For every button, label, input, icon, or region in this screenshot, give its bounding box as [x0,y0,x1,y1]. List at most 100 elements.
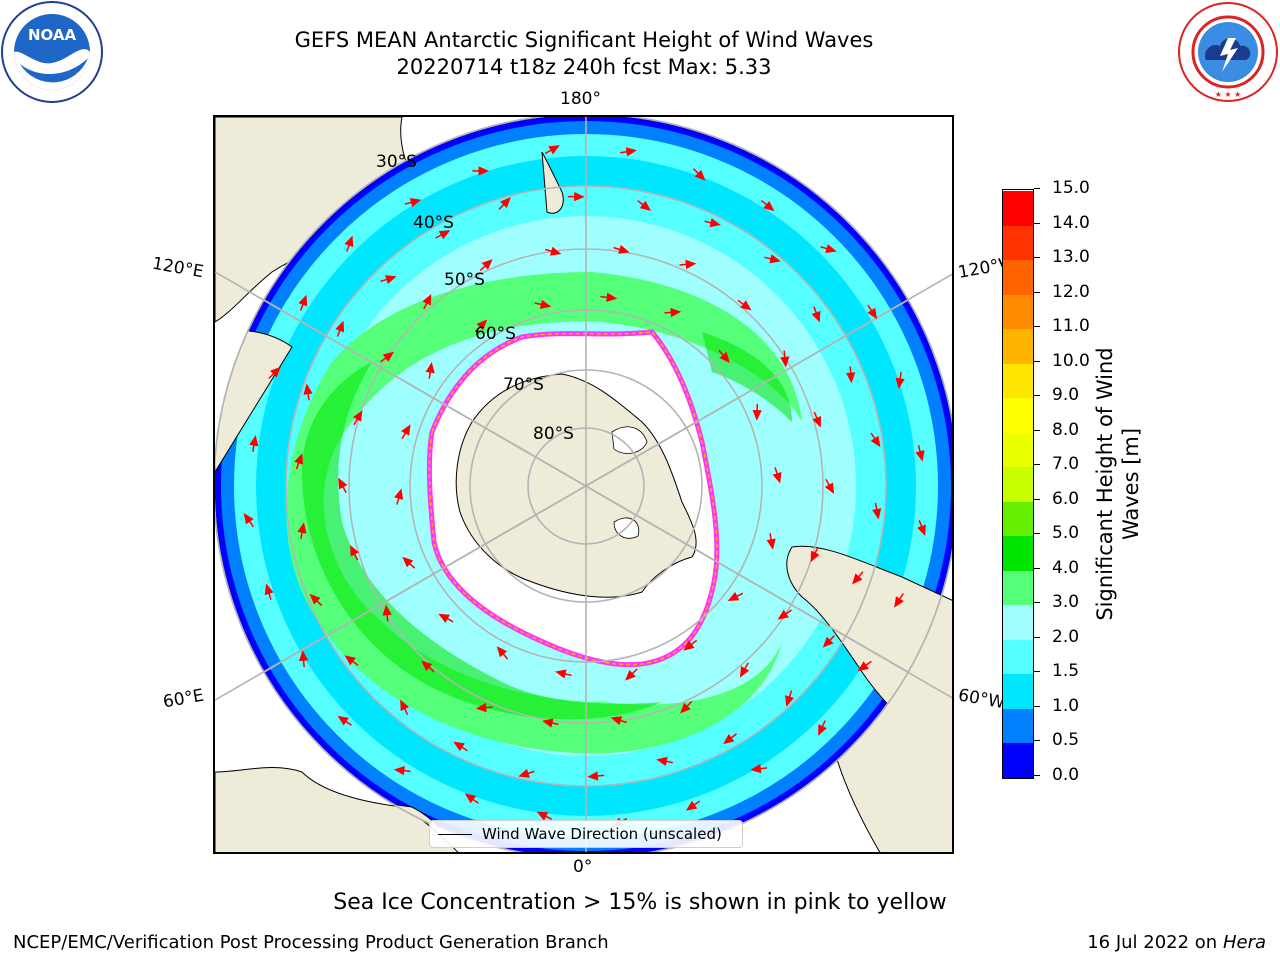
wave-direction-arrow-head [438,613,450,623]
map-legend: Wind Wave Direction (unscaled) [429,820,743,848]
colorbar-tick-mark [1034,257,1040,259]
wave-direction-arrow-head [338,477,348,490]
colorbar-segment [1003,397,1033,433]
colorbar-tick-label: 5.0 [1052,523,1080,544]
wave-direction-arrow-head [867,307,878,320]
colorbar-tick-mark [1034,740,1040,742]
colorbar-tick-mark [1034,360,1040,362]
colorbar-label-line2: Waves [m] [1119,427,1143,541]
wave-direction-arrow-head [297,522,307,534]
lat-label-80s: 80°S [533,424,574,444]
wave-direction-arrow-head [610,716,623,726]
wave-direction-arrow-head [824,482,835,495]
wave-direction-arrow-head [852,573,863,585]
wave-direction-arrow-head [401,424,411,436]
wave-direction-arrow-head [739,666,750,678]
lon-label-0: 0° [573,857,593,877]
lat-label-30s: 30°S [376,152,417,172]
wave-direction-arrow-head [478,166,490,176]
wave-direction-arrow-head [785,695,794,707]
colorbar-segment [1003,466,1033,502]
colorbar-tick-label: 4.0 [1052,557,1080,578]
wave-direction-arrow-head [496,646,508,658]
lon-label-60w: 60°W [956,685,1004,713]
colorbar-segment [1003,363,1033,399]
wave-direction-arrow-head [536,811,549,821]
wave-direction-arrow-head [812,415,821,428]
wave-direction-arrow-head [825,244,837,254]
wave-direction-arrow-head [895,377,905,389]
colorbar-tick-label: 12.0 [1052,281,1090,302]
colorbar-label: Significant Height of Wind Waves [m] [1092,347,1144,620]
wave-direction-arrow-head [740,300,752,311]
wave-direction-arrow-head [337,715,349,726]
wave-direction-arrow-head [685,800,698,811]
wave-direction-arrow-head [309,593,321,605]
colorbar-tick-mark [1034,395,1040,397]
wave-direction-arrow-head [763,200,775,212]
wave-direction-arrow-head [670,307,682,318]
wave-direction-arrow-head [857,661,869,672]
noaa-logo-text: NOAA [28,26,77,44]
wave-direction-arrow-head [719,351,730,363]
wave-direction-arrow-head [422,293,432,306]
wave-direction-arrow-head [344,235,354,248]
wave-direction-arrow-head [249,435,259,447]
wave-direction-arrow-head [298,294,308,307]
wave-direction-arrow-head [846,372,856,384]
colorbar-tick-mark [1034,464,1040,466]
wave-direction-arrow-head [385,275,397,284]
colorbar-tick-label: 8.0 [1052,419,1080,440]
wave-direction-arrow-head [464,793,477,804]
sea-ice-note: Sea Ice Concentration > 15% is shown in … [333,890,947,915]
wave-direction-arrow-head [409,197,422,207]
colorbar-tick-label: 1.0 [1052,695,1080,716]
colorbar-tick-label: 15.0 [1052,178,1090,198]
wave-direction-arrow-head [625,147,637,157]
wave-direction-arrow-head [818,724,827,736]
lat-label-60s: 60°S [475,324,516,344]
wave-direction-arrow-head [555,669,567,679]
wave-direction-arrow-head [772,471,782,484]
colorbar-label-line1: Significant Height of Wind [1093,347,1117,621]
colorbar-tick-mark [1034,775,1040,776]
lon-label-120e: 120°E [150,253,206,283]
wave-direction-arrow-head [777,609,789,620]
wave-direction-arrow-head [353,410,363,422]
colorbar-tick-label: 2.0 [1052,626,1080,647]
colorbar-tick-label: 0.0 [1052,765,1080,785]
wave-direction-arrow-head [894,596,904,608]
wave-direction-arrow-head [709,218,721,228]
wave-direction-arrow-head [549,246,562,256]
wave-direction-arrow-head [539,299,552,309]
colorbar-tick-mark [1034,222,1040,224]
colorbar-segment [1003,604,1033,640]
legend-line-swatch [438,833,472,835]
graticule [215,117,952,852]
colorbar-tick-label: 10.0 [1052,350,1090,371]
wave-direction-arrow-head [421,660,433,672]
lon-label-60e: 60°E [161,685,206,713]
wave-direction-arrow-head [811,310,821,323]
footer-credit: NCEP/EMC/Verification Post Processing Pr… [13,932,609,953]
wave-direction-arrow-head [723,733,735,745]
wave-direction-arrow-head [481,259,493,270]
wave-direction-arrow-head [780,356,790,368]
colorbar-tick-mark [1034,602,1040,604]
colorbar-tick-mark [1034,636,1040,638]
wave-direction-arrow-head [542,718,554,728]
wave-direction-arrow-head [750,763,762,774]
wave-direction-arrow-head [624,669,636,681]
wave-direction-arrow-head [870,435,881,448]
colorbar-tick-label: 14.0 [1052,212,1090,233]
colorbar-tick-mark [1034,533,1040,535]
wave-direction-arrow-head [606,292,618,302]
lon-label-180: 180° [560,89,601,109]
wave-direction-arrow-head [453,741,465,752]
colorbar-tick-mark [1034,567,1040,569]
colorbar-segment [1003,639,1033,675]
colorbar-tick-label: 1.5 [1052,661,1080,682]
wave-direction-arrow-head [752,409,762,421]
colorbar-segment [1003,259,1033,295]
wave-direction-arrow-head [822,636,834,648]
